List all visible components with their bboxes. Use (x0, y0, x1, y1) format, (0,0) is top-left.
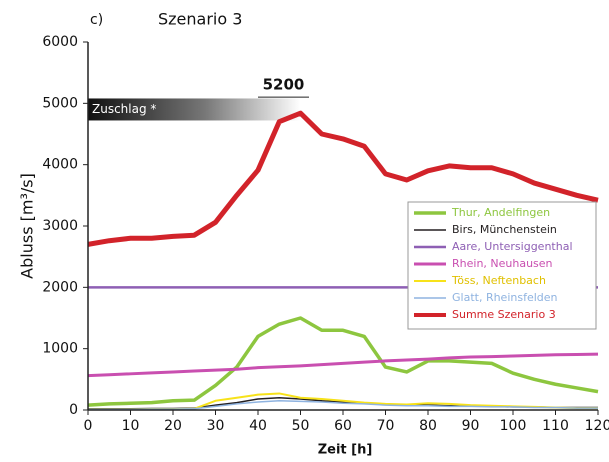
x-tick-label: 80 (419, 418, 437, 434)
legend-label: Aare, Untersiggenthal (452, 240, 573, 253)
x-axis-label: Zeit [h] (318, 443, 373, 458)
x-tick-label: 0 (84, 418, 93, 434)
legend-label: Töss, Neftenbach (451, 274, 546, 287)
y-tick-label: 4000 (42, 157, 78, 173)
x-tick-label: 30 (207, 418, 225, 434)
x-tick-label: 60 (334, 418, 352, 434)
annotation: Zuschlag * (92, 102, 156, 116)
legend-label: Birs, Münchenstein (452, 223, 557, 236)
x-tick-label: 10 (122, 418, 140, 434)
series-line (87, 110, 599, 247)
x-tick-label: 70 (377, 418, 395, 434)
x-tick-label: 40 (249, 418, 267, 434)
y-tick-label: 0 (69, 402, 78, 418)
series-line (87, 316, 599, 407)
legend-label: Glatt, Rheinsfelden (452, 291, 558, 304)
panel-label: c) (90, 12, 103, 28)
x-tick-label: 90 (462, 418, 480, 434)
y-tick-label: 3000 (42, 218, 78, 234)
x-tick-label: 120 (585, 418, 609, 434)
y-tick-label: 5000 (42, 95, 78, 111)
legend-label: Thur, Andelfingen (451, 206, 550, 219)
legend-label: Summe Szenario 3 (452, 308, 556, 321)
y-axis-label: Abluss [m³/s] (18, 173, 37, 279)
legend-label: Rhein, Neuhausen (452, 257, 553, 270)
x-tick-label: 50 (292, 418, 310, 434)
series-line (88, 400, 598, 411)
x-tick-label: 20 (164, 418, 182, 434)
chart-title: Szenario 3 (158, 10, 242, 29)
y-tick-label: 1000 (42, 341, 78, 357)
x-tick-label: 110 (542, 418, 569, 434)
annotation: 5200 (263, 76, 305, 94)
y-tick-label: 2000 (42, 279, 78, 295)
surcharge-bar (88, 98, 301, 121)
x-tick-label: 100 (500, 418, 527, 434)
y-tick-label: 6000 (42, 34, 78, 50)
series-line (87, 352, 599, 378)
